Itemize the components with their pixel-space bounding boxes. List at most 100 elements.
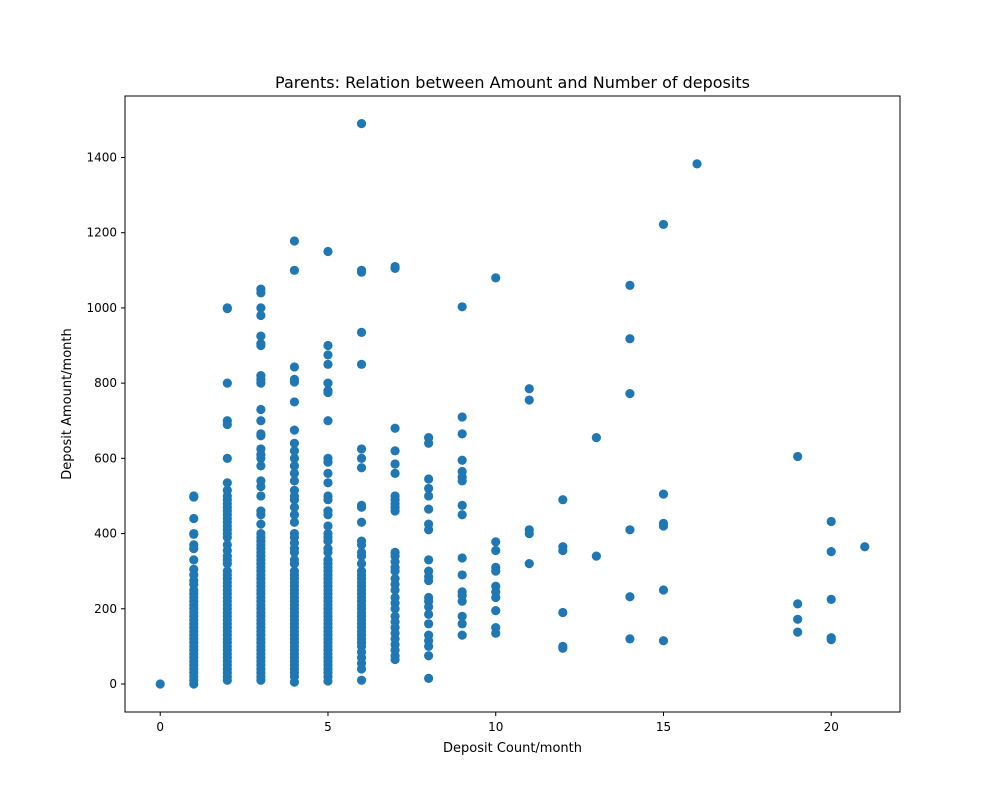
plot-frame <box>124 95 901 713</box>
data-point <box>256 461 266 471</box>
data-point <box>356 664 367 674</box>
data-point <box>189 679 199 689</box>
data-point <box>424 504 434 514</box>
data-point <box>289 502 300 512</box>
data-point <box>658 585 669 595</box>
data-point <box>457 570 467 580</box>
data-point <box>289 453 300 463</box>
y-tick-label: 1000 <box>86 301 117 315</box>
data-point <box>356 675 367 685</box>
data-point <box>390 506 400 516</box>
data-point <box>491 606 501 616</box>
data-point <box>491 537 501 547</box>
data-point <box>222 378 232 388</box>
data-point <box>356 453 367 463</box>
x-axis-ticks: 0 5 10 15 20 <box>156 712 839 734</box>
data-point <box>390 654 400 665</box>
data-point <box>323 359 333 369</box>
data-point <box>424 474 434 484</box>
data-point <box>189 513 199 524</box>
data-point <box>356 267 367 277</box>
data-point <box>323 521 333 531</box>
data-point <box>323 468 333 478</box>
data-point <box>289 446 300 456</box>
data-point <box>289 495 300 505</box>
y-tick-label: 600 <box>94 451 117 465</box>
data-point <box>390 585 400 595</box>
data-point <box>457 611 467 621</box>
data-point <box>625 280 635 290</box>
data-point <box>591 551 601 561</box>
data-point <box>457 455 467 465</box>
data-point <box>256 331 266 341</box>
data-point <box>524 395 534 405</box>
data-point <box>390 263 400 274</box>
data-point <box>826 594 836 604</box>
data-point <box>256 310 266 321</box>
x-tick-label: 20 <box>824 720 839 734</box>
data-point <box>826 516 836 527</box>
x-tick-label: 15 <box>656 720 671 734</box>
data-point <box>289 438 300 448</box>
data-point <box>491 273 501 283</box>
data-point <box>189 492 199 502</box>
data-point <box>424 651 434 661</box>
data-point <box>558 607 568 618</box>
data-point <box>658 219 669 230</box>
data-point <box>457 429 467 439</box>
data-point <box>256 303 266 313</box>
data-point <box>289 476 300 486</box>
points-layer <box>155 119 870 689</box>
data-point <box>256 481 266 492</box>
data-point <box>625 334 635 344</box>
data-point <box>323 676 333 686</box>
data-point <box>323 547 333 557</box>
chart-title: Parents: Relation between Amount and Num… <box>275 73 750 92</box>
data-point <box>323 510 333 520</box>
y-axis-label: Deposit Amount/month <box>60 328 75 480</box>
data-point <box>793 627 803 637</box>
data-point <box>424 491 434 501</box>
data-point <box>457 510 467 520</box>
data-point <box>189 529 199 539</box>
data-point <box>289 461 300 471</box>
data-point <box>222 532 232 542</box>
data-point <box>390 566 400 576</box>
data-point <box>289 265 300 275</box>
data-point <box>457 596 467 606</box>
data-point <box>256 453 266 463</box>
data-point <box>491 628 501 638</box>
data-point <box>390 446 400 456</box>
data-point <box>356 444 367 454</box>
data-point <box>323 246 333 257</box>
data-point <box>289 468 300 478</box>
data-point <box>356 327 367 337</box>
data-point <box>155 679 165 689</box>
data-point <box>457 619 467 629</box>
y-tick-label: 0 <box>109 677 117 691</box>
data-point <box>692 159 702 169</box>
data-point <box>256 510 266 520</box>
data-point <box>289 362 300 372</box>
data-point <box>289 510 300 520</box>
data-point <box>658 521 669 531</box>
data-point <box>524 384 534 394</box>
data-point <box>256 431 266 441</box>
data-point <box>356 359 367 369</box>
data-point <box>424 609 434 620</box>
data-point <box>323 387 333 398</box>
data-point <box>625 525 635 535</box>
data-point <box>289 236 300 246</box>
data-point <box>289 397 300 407</box>
data-point <box>826 547 836 557</box>
data-point <box>491 566 501 576</box>
y-tick-label: 1200 <box>86 226 117 240</box>
data-point <box>658 636 669 646</box>
data-point <box>457 500 467 510</box>
data-point <box>625 592 635 602</box>
data-point <box>356 463 367 473</box>
data-point <box>424 483 434 494</box>
data-point <box>323 340 333 351</box>
data-point <box>625 634 635 644</box>
